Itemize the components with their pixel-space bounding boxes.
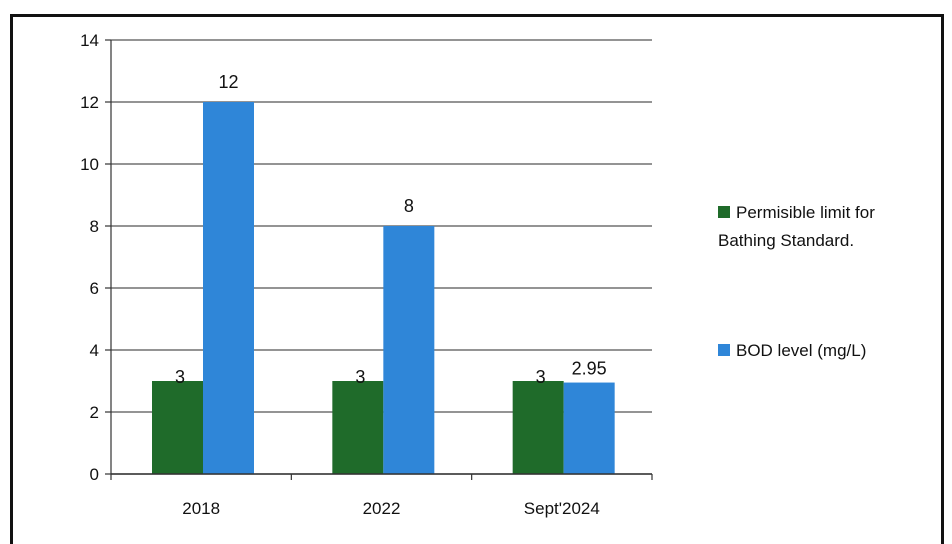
- y-axis-ticks: 0 2 4 6 8 10 12 14: [80, 31, 112, 484]
- chart-frame: [10, 14, 944, 544]
- data-label: 8: [404, 196, 414, 216]
- data-label: 3: [536, 367, 546, 387]
- y-tick-label: 4: [90, 341, 99, 360]
- bar-bod-level-2: [563, 382, 615, 474]
- bar-bod-level-1: [383, 226, 435, 474]
- data-labels: 3 12 3 8 3 2.95: [175, 72, 607, 387]
- y-tick-label: 12: [80, 93, 99, 112]
- x-axis: 2018 2022 Sept'2024: [110, 473, 653, 518]
- data-label: 12: [218, 72, 238, 92]
- legend-swatch: [718, 344, 730, 356]
- y-tick-label: 14: [80, 31, 99, 50]
- y-tick-label: 0: [90, 465, 99, 484]
- data-label: 2.95: [572, 359, 607, 379]
- y-tick-label: 8: [90, 217, 99, 236]
- x-category-label: 2022: [363, 499, 401, 518]
- legend-swatch: [718, 206, 730, 218]
- y-tick-label: 6: [90, 279, 99, 298]
- legend: Permisible limit for Bathing Standard. BOD…: [718, 203, 875, 360]
- bar-permissible-limit-1: [332, 381, 384, 474]
- data-label: 3: [355, 367, 365, 387]
- legend-label: Permisible limit for: [736, 203, 875, 222]
- legend-label: Bathing Standard.: [718, 231, 854, 250]
- bars: [152, 102, 615, 474]
- legend-label: BOD level (mg/L): [736, 341, 866, 360]
- x-category-label: 2018: [182, 499, 220, 518]
- y-tick-label: 2: [90, 403, 99, 422]
- bar-permissible-limit-2: [512, 381, 564, 474]
- x-category-label: Sept'2024: [524, 499, 600, 518]
- bar-permissible-limit-0: [152, 381, 203, 474]
- y-tick-label: 10: [80, 155, 99, 174]
- bar-bod-level-0: [203, 102, 254, 474]
- data-label: 3: [175, 367, 185, 387]
